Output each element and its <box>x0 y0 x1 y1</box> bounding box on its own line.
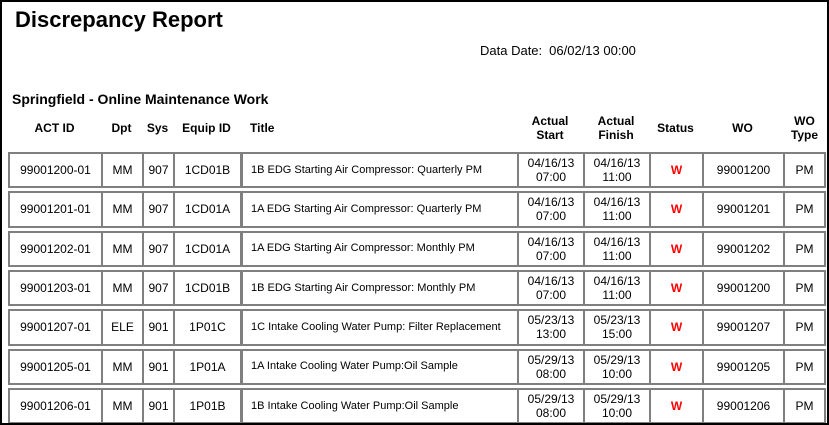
cell-equip-id: 1P01A <box>173 348 240 385</box>
cell-act-id: 99001206-01 <box>8 387 101 423</box>
cell-act-id: 99001200-01 <box>8 152 101 189</box>
cell-wo: 99001200 <box>702 269 783 307</box>
cell-status: W <box>649 387 702 423</box>
cell-sys: 901 <box>142 309 173 346</box>
cell-sys: 907 <box>142 230 173 267</box>
cell-title: 1A EDG Starting Air Compressor: Quarterl… <box>240 191 517 228</box>
cell-dpt: MM <box>101 152 142 189</box>
cell-equip-id: 1CD01A <box>173 191 240 228</box>
cell-title: 1A EDG Starting Air Compressor: Monthly … <box>240 230 517 267</box>
col-header-wo: WO <box>732 121 753 136</box>
cell-actual-finish: 05/29/13 10:00 <box>583 348 649 385</box>
cell-wo-type: PM <box>783 348 826 385</box>
cell-actual-start: 04/16/13 07:00 <box>517 191 583 228</box>
col-header-dpt: Dpt <box>111 121 132 136</box>
cell-status: W <box>649 309 702 346</box>
cell-actual-finish: 04/16/13 11:00 <box>583 269 649 307</box>
col-header-status: Status <box>657 121 694 136</box>
cell-actual-finish: 05/29/13 10:00 <box>583 387 649 423</box>
cell-wo-type: PM <box>783 230 826 267</box>
page-title: Discrepancy Report <box>15 7 223 32</box>
cell-status: W <box>649 191 702 228</box>
cell-wo-type: PM <box>783 152 826 189</box>
cell-wo: 99001206 <box>702 387 783 423</box>
cell-actual-start: 05/29/13 08:00 <box>517 348 583 385</box>
cell-equip-id: 1CD01B <box>173 152 240 189</box>
cell-dpt: MM <box>101 348 142 385</box>
cell-equip-id: 1P01B <box>173 387 240 423</box>
cell-title: 1C Intake Cooling Water Pump: Filter Rep… <box>240 309 517 346</box>
cell-title: 1B EDG Starting Air Compressor: Monthly … <box>240 269 517 307</box>
discrepancy-table: ACT ID Dpt Sys Equip ID Title Actual Sta… <box>8 108 826 423</box>
cell-dpt: MM <box>101 387 142 423</box>
table-row: 99001207-01 ELE 901 1P01C 1C Intake Cooling … <box>8 309 826 346</box>
table-row: 99001202-01 MM 907 1CD01A 1A EDG Starting Ai… <box>8 230 826 267</box>
cell-wo-type: PM <box>783 269 826 307</box>
cell-actual-finish: 04/16/13 11:00 <box>583 191 649 228</box>
cell-sys: 907 <box>142 269 173 307</box>
section-title: Springfield - Online Maintenance Work <box>12 91 269 107</box>
cell-actual-start: 05/23/13 13:00 <box>517 309 583 346</box>
cell-actual-start: 04/16/13 07:00 <box>517 269 583 307</box>
table-row: 99001201-01 MM 907 1CD01A 1A EDG Starting Ai… <box>8 191 826 228</box>
cell-act-id: 99001207-01 <box>8 309 101 346</box>
cell-dpt: MM <box>101 230 142 267</box>
cell-title: 1B Intake Cooling Water Pump:Oil Sample <box>240 387 517 423</box>
cell-act-id: 99001205-01 <box>8 348 101 385</box>
cell-wo: 99001207 <box>702 309 783 346</box>
cell-title: 1B EDG Starting Air Compressor: Quarterl… <box>240 152 517 189</box>
cell-act-id: 99001202-01 <box>8 230 101 267</box>
cell-actual-start: 04/16/13 07:00 <box>517 230 583 267</box>
cell-dpt: MM <box>101 191 142 228</box>
cell-equip-id: 1P01C <box>173 309 240 346</box>
col-header-equip-id: Equip ID <box>182 121 231 136</box>
col-header-title: Title <box>250 121 275 136</box>
cell-wo-type: PM <box>783 387 826 423</box>
col-header-sys: Sys <box>146 121 169 136</box>
cell-act-id: 99001201-01 <box>8 191 101 228</box>
cell-equip-id: 1CD01B <box>173 269 240 307</box>
cell-status: W <box>649 269 702 307</box>
cell-wo: 99001201 <box>702 191 783 228</box>
table-row: 99001206-01 MM 901 1P01B 1B Intake Cooling W… <box>8 387 826 423</box>
cell-sys: 907 <box>142 152 173 189</box>
col-header-wo-type: WO Type <box>790 114 819 142</box>
cell-actual-start: 04/16/13 07:00 <box>517 152 583 189</box>
cell-status: W <box>649 230 702 267</box>
cell-dpt: MM <box>101 269 142 307</box>
col-header-actual-finish: Actual Finish <box>597 114 635 142</box>
cell-wo-type: PM <box>783 309 826 346</box>
table-row: 99001205-01 MM 901 1P01A 1A Intake Cooling W… <box>8 348 826 385</box>
cell-dpt: ELE <box>101 309 142 346</box>
cell-actual-finish: 05/23/13 15:00 <box>583 309 649 346</box>
table-row: 99001200-01 MM 907 1CD01B 1B EDG Starting Ai… <box>8 152 826 189</box>
table-header-row: ACT ID Dpt Sys Equip ID Title Actual Sta… <box>8 111 826 149</box>
cell-actual-finish: 04/16/13 11:00 <box>583 152 649 189</box>
cell-act-id: 99001203-01 <box>8 269 101 307</box>
cell-wo: 99001200 <box>702 152 783 189</box>
cell-wo-type: PM <box>783 191 826 228</box>
cell-wo: 99001205 <box>702 348 783 385</box>
cell-actual-finish: 04/16/13 11:00 <box>583 230 649 267</box>
data-date: Data Date: 06/02/13 00:00 <box>480 43 636 58</box>
cell-status: W <box>649 152 702 189</box>
cell-title: 1A Intake Cooling Water Pump:Oil Sample <box>240 348 517 385</box>
cell-equip-id: 1CD01A <box>173 230 240 267</box>
cell-sys: 901 <box>142 348 173 385</box>
col-header-act-id: ACT ID <box>34 121 75 136</box>
cell-actual-start: 05/29/13 08:00 <box>517 387 583 423</box>
cell-sys: 901 <box>142 387 173 423</box>
cell-status: W <box>649 348 702 385</box>
data-date-label: Data Date: <box>480 43 543 58</box>
table-row: 99001203-01 MM 907 1CD01B 1B EDG Starting Ai… <box>8 269 826 307</box>
col-header-actual-start: Actual Start <box>531 114 569 142</box>
data-date-value: 06/02/13 00:00 <box>549 43 636 58</box>
cell-wo: 99001202 <box>702 230 783 267</box>
cell-sys: 907 <box>142 191 173 228</box>
